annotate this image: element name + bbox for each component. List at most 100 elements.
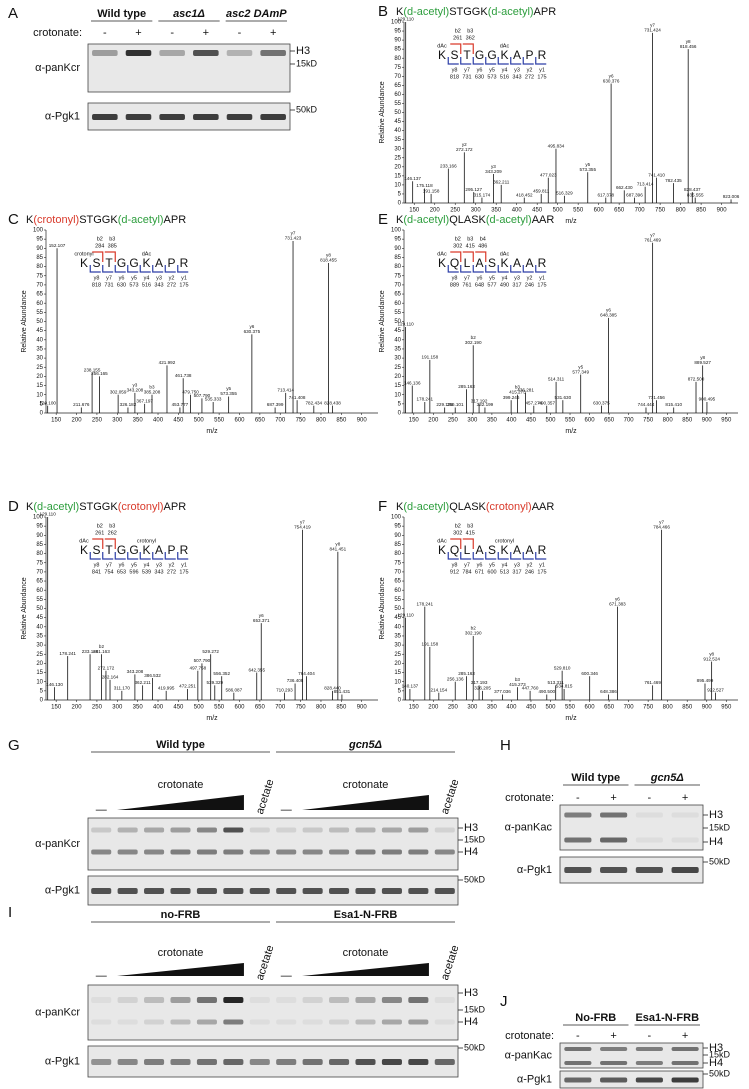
b-ion-mz: 302 [453, 243, 462, 249]
band [223, 888, 244, 894]
band [434, 888, 455, 894]
x-tick-label: 550 [214, 418, 225, 424]
y-bracket [510, 57, 522, 65]
peak-label: 385.208 [144, 389, 161, 394]
x-tick-label: 250 [450, 208, 461, 214]
blot [87, 817, 459, 871]
condition-none: — [96, 804, 107, 816]
y-tick-label: 40 [36, 624, 43, 630]
residue: R [180, 543, 189, 557]
residue: L [464, 256, 471, 270]
peak-label: 889.527 [694, 360, 711, 365]
group-label: Esa1-N-FRB [334, 909, 398, 921]
band [355, 1019, 376, 1025]
y-ion-mz: 761 [462, 282, 471, 288]
band [302, 1059, 323, 1065]
y-ion-name: y1 [539, 562, 545, 568]
title-part: APR [534, 6, 557, 18]
y-ion-name: y8 [452, 562, 458, 568]
title-part: QLASK [449, 214, 486, 226]
x-tick-label: 300 [467, 705, 478, 711]
residue: S [488, 543, 496, 557]
y-tick-label: 75 [394, 560, 401, 566]
x-tick-label: 200 [72, 705, 83, 711]
band [564, 1047, 592, 1051]
x-tick-label: 900 [357, 705, 368, 711]
b-bracket [450, 538, 462, 549]
band [196, 849, 217, 855]
y-tick-label: 90 [394, 533, 401, 539]
y-bracket [497, 57, 509, 65]
y-tick-label: 15 [36, 670, 43, 676]
band [600, 1061, 628, 1065]
y-tick-label: 35 [394, 634, 401, 640]
marker-label: 15kD [464, 1004, 486, 1014]
blot [87, 984, 459, 1041]
x-tick-label: 500 [545, 418, 556, 424]
panel-label: J [500, 993, 508, 1010]
y-ion-name: y7 [106, 562, 112, 568]
band [223, 827, 244, 833]
x-tick-label: 950 [721, 705, 732, 711]
blot [87, 875, 459, 906]
band [226, 50, 253, 56]
band [260, 114, 286, 120]
title-part: K [26, 501, 34, 513]
band [249, 849, 270, 855]
band [249, 1019, 270, 1025]
panel-label: G [8, 737, 20, 754]
peak-label: 479.750 [182, 389, 199, 394]
x-tick-label: 800 [316, 705, 327, 711]
y-bracket [114, 265, 126, 273]
x-axis-label: m/z [565, 218, 577, 225]
peak-label: 573.355 [579, 167, 596, 172]
peak-label: 302.190 [465, 631, 482, 636]
y-ion-mz: 653 [117, 569, 126, 575]
crotonate-wedge [117, 963, 244, 976]
peak-label: 529.810 [554, 665, 571, 670]
band [249, 827, 270, 833]
marker-label: 15kD [709, 822, 731, 832]
b-ion-name: b3 [467, 523, 473, 529]
band [408, 1019, 429, 1025]
residue: R [538, 48, 547, 62]
spectrum-title: K(d-acetyl)QLASK(d-acetyl)AAR [396, 214, 554, 226]
peak-label: 671.383 [609, 601, 626, 606]
b-ion-name: b3 [467, 28, 473, 34]
y-ion-mz: 596 [129, 569, 138, 575]
band [144, 1059, 165, 1065]
band [92, 50, 118, 56]
y-ion-mz: 912 [450, 569, 459, 575]
band [193, 50, 219, 56]
band [144, 1019, 165, 1025]
y-tick-label: 95 [36, 524, 43, 530]
lane-label: - [103, 27, 107, 39]
peak-label: 472.251 [179, 684, 196, 689]
peak-label: 556.352 [213, 671, 230, 676]
residue: K [500, 256, 508, 270]
b-ion-mz: 486 [478, 243, 487, 249]
title-part: APR [164, 501, 187, 513]
y-ion-name: y5 [489, 562, 495, 568]
x-tick-label: 450 [532, 208, 543, 214]
band [91, 1019, 112, 1025]
x-tick-label: 400 [512, 208, 523, 214]
peak-label: 256.165 [91, 371, 108, 376]
band [91, 997, 112, 1003]
band [125, 114, 152, 120]
peak-label: 648.385 [600, 313, 617, 318]
y-ion-name: y2 [527, 562, 533, 568]
peak-label: 175.118 [416, 183, 433, 188]
x-tick-label: 300 [112, 705, 123, 711]
band [276, 827, 297, 833]
band [434, 849, 455, 855]
band [381, 997, 402, 1003]
band [635, 867, 663, 873]
y-tick-label: 15 [394, 383, 401, 389]
y-tick-label: 80 [394, 264, 401, 270]
y-bracket [447, 265, 459, 273]
band [276, 1019, 297, 1025]
y-ion-name: y4 [502, 562, 508, 568]
residue: P [525, 48, 533, 62]
b-bracket [104, 538, 116, 549]
